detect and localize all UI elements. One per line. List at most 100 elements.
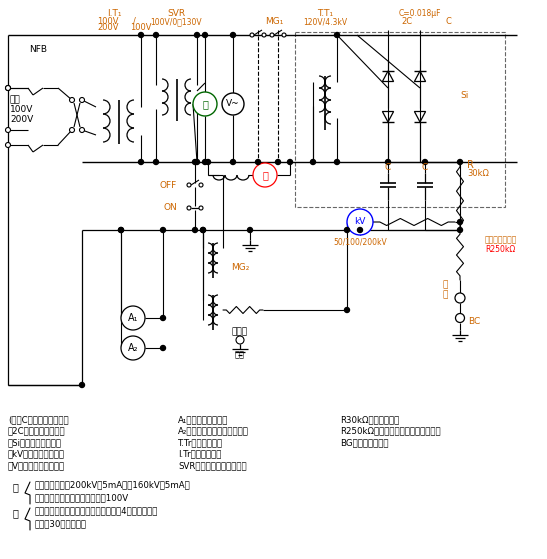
Circle shape [236, 336, 244, 344]
Circle shape [138, 32, 143, 37]
Circle shape [69, 127, 74, 132]
Circle shape [199, 206, 203, 210]
Text: kV：直流出力電圧計: kV：直流出力電圧計 [8, 449, 65, 458]
Circle shape [5, 127, 10, 132]
Circle shape [230, 32, 236, 37]
Text: C: C [445, 17, 451, 26]
Bar [295, 32, 505, 207]
Circle shape [282, 33, 286, 37]
Circle shape [230, 159, 236, 164]
Circle shape [187, 206, 191, 210]
Circle shape [193, 159, 197, 164]
Circle shape [455, 293, 465, 303]
Text: 接地: 接地 [235, 350, 245, 359]
Text: BC: BC [468, 318, 480, 326]
Text: V~: V~ [226, 100, 240, 108]
Text: 100V: 100V [97, 17, 119, 26]
Circle shape [457, 220, 463, 225]
Text: R250kΩ: R250kΩ [485, 245, 515, 254]
Text: R250kΩ：出力ブッシング保護抵抗器: R250kΩ：出力ブッシング保護抵抗器 [340, 427, 441, 435]
Circle shape [202, 32, 207, 37]
Text: Si：シリコン整流器: Si：シリコン整流器 [8, 438, 62, 447]
Text: 最大発生電圧：200kV（5mA）、160kV（5mA）: 最大発生電圧：200kV（5mA）、160kV（5mA） [35, 480, 191, 489]
Circle shape [154, 32, 159, 37]
Text: Si: Si [460, 91, 468, 100]
Circle shape [288, 159, 293, 164]
Text: 120V/4.3kV: 120V/4.3kV [303, 17, 347, 26]
Circle shape [335, 32, 340, 37]
Circle shape [121, 336, 145, 360]
Text: SVR: SVR [167, 8, 185, 17]
Text: 緑: 緑 [202, 99, 208, 109]
Text: C: C [422, 163, 428, 172]
Text: I.Tr：絶縁変圧器: I.Tr：絶縁変圧器 [178, 449, 222, 458]
Text: 出
力: 出 力 [443, 280, 447, 300]
Text: 100V: 100V [130, 22, 152, 31]
Circle shape [138, 159, 143, 164]
Text: V：変圧器一次電圧計: V：変圧器一次電圧計 [8, 461, 65, 470]
Text: SVR：しゅう動電圧調整器: SVR：しゅう動電圧調整器 [178, 461, 247, 470]
Circle shape [206, 159, 211, 164]
Circle shape [201, 228, 206, 233]
Circle shape [457, 159, 463, 164]
Circle shape [386, 159, 391, 164]
Circle shape [262, 33, 266, 37]
Text: 入力: 入力 [10, 96, 21, 105]
Text: ON: ON [163, 203, 177, 212]
Text: MG₁: MG₁ [265, 17, 283, 26]
Circle shape [193, 92, 217, 116]
Circle shape [79, 127, 84, 132]
Circle shape [311, 159, 316, 164]
Circle shape [5, 143, 10, 148]
Text: ガード: ガード [232, 328, 248, 337]
Text: OFF: OFF [160, 181, 177, 190]
Circle shape [195, 32, 200, 37]
Text: 200V: 200V [97, 23, 119, 32]
Text: /: / [132, 17, 136, 26]
Text: A₁：直流漏れ電流計: A₁：直流漏れ電流計 [178, 415, 229, 424]
Circle shape [253, 163, 277, 187]
Circle shape [187, 183, 191, 187]
Text: A₁: A₁ [128, 313, 138, 323]
Text: R: R [467, 160, 474, 170]
Text: 定: 定 [12, 482, 18, 492]
Text: 赤: 赤 [262, 170, 268, 180]
Text: 方式：商用周波　コッククロフト回路4倍圧整流方式: 方式：商用周波 コッククロフト回路4倍圧整流方式 [35, 506, 159, 515]
Text: C=0.018μF: C=0.018μF [399, 8, 441, 17]
Circle shape [456, 314, 464, 323]
Text: 30分連続使用: 30分連続使用 [35, 519, 87, 528]
Circle shape [457, 228, 463, 233]
Circle shape [247, 228, 253, 233]
Circle shape [270, 33, 274, 37]
Circle shape [422, 159, 428, 164]
Text: MG₂: MG₂ [231, 263, 249, 272]
Text: 格: 格 [12, 508, 18, 518]
Circle shape [201, 228, 206, 233]
Text: 200V: 200V [10, 116, 33, 125]
Circle shape [160, 315, 166, 320]
Text: 2C：直列コンデンサ: 2C：直列コンデンサ [8, 427, 66, 435]
Circle shape [199, 183, 203, 187]
Circle shape [5, 86, 10, 91]
Circle shape [347, 209, 373, 235]
Circle shape [358, 228, 363, 233]
Circle shape [160, 345, 166, 350]
Text: A₂：直流漏れ電流計予備端子: A₂：直流漏れ電流計予備端子 [178, 427, 249, 435]
Circle shape [335, 159, 340, 164]
Circle shape [345, 307, 350, 312]
Circle shape [69, 97, 74, 102]
Circle shape [345, 228, 350, 233]
Text: I.T₁: I.T₁ [107, 8, 121, 17]
Text: 出力ブッシング: 出力ブッシング [485, 235, 517, 244]
Text: 30kΩ: 30kΩ [467, 168, 489, 178]
Text: BG：標準球間げき: BG：標準球間げき [340, 438, 388, 447]
Text: T.T₁: T.T₁ [317, 8, 333, 17]
Circle shape [160, 228, 166, 233]
Text: 極性：負極性　電源電圧：単相100V: 極性：負極性 電源電圧：単相100V [35, 493, 129, 502]
Circle shape [250, 33, 254, 37]
Circle shape [119, 228, 124, 233]
Circle shape [202, 159, 207, 164]
Circle shape [79, 382, 84, 387]
Text: 50/100/200kV: 50/100/200kV [333, 238, 387, 247]
Circle shape [276, 159, 281, 164]
